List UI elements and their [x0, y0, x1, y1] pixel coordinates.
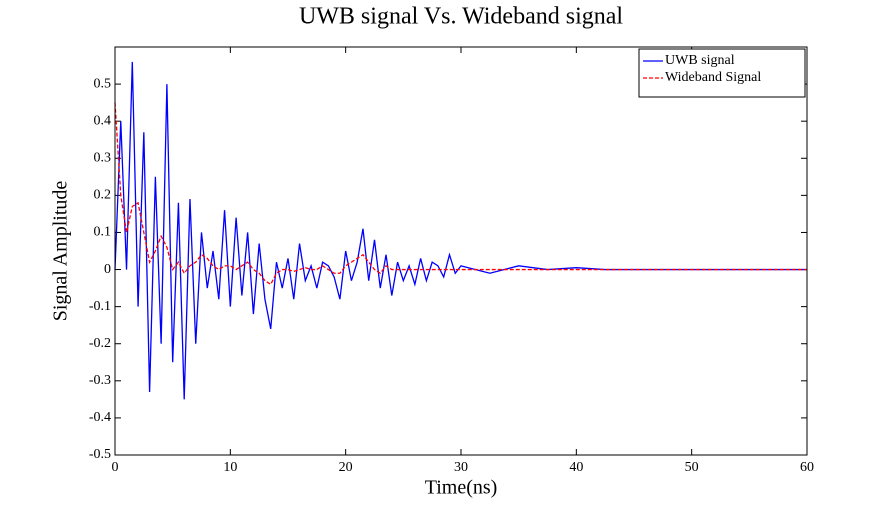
chart-title: UWB signal Vs. Wideband signal — [299, 4, 623, 30]
y-tick-label: 0.1 — [94, 225, 112, 240]
x-tick-label: 20 — [339, 460, 353, 475]
x-axis-label: Time(ns) — [425, 477, 498, 499]
x-tick-label: 30 — [454, 460, 468, 475]
y-tick-label: -0.2 — [89, 336, 111, 351]
x-tick-label: 50 — [685, 460, 699, 475]
y-tick-label: 0 — [104, 262, 111, 277]
x-tick-label: 60 — [800, 460, 814, 475]
y-tick-label: 0.5 — [94, 76, 112, 91]
x-tick-label: 10 — [223, 460, 237, 475]
x-tick-label: 40 — [569, 460, 583, 475]
legend-label: Wideband Signal — [665, 70, 761, 85]
y-tick-label: -0.3 — [89, 373, 111, 388]
y-tick-label: 0.4 — [94, 113, 112, 128]
y-tick-label: -0.5 — [89, 447, 111, 462]
y-tick-label: 0.3 — [94, 150, 112, 165]
y-axis-label: Signal Amplitude — [50, 181, 72, 322]
y-tick-label: -0.4 — [89, 410, 111, 425]
y-tick-label: 0.2 — [94, 188, 112, 203]
legend-box — [638, 48, 806, 98]
plot-frame — [114, 46, 808, 456]
y-tick-label: -0.1 — [89, 299, 111, 314]
x-tick-label: 0 — [112, 460, 119, 475]
legend-label: UWB signal — [665, 53, 735, 68]
data-line — [114, 102, 807, 286]
data-line — [114, 61, 807, 400]
